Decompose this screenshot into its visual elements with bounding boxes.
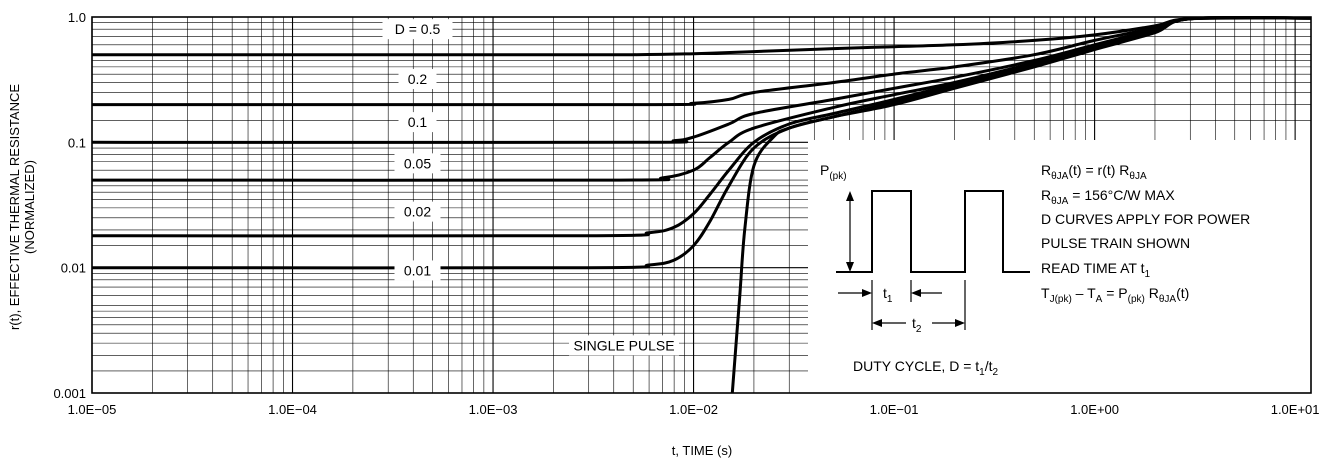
inset-notes: RθJA(t) = r(t) RθJA RθJA = 156°C/W MAX D… — [1041, 162, 1250, 305]
note-rthja-max: RθJA = 156°C/W MAX — [1041, 187, 1175, 207]
t2-arrow-left — [872, 319, 882, 327]
plot-frame — [91, 16, 1312, 394]
curve-label-group: D = 0.5 0.2 0.1 0.05 0.02 0.01 SINGLE PULSE — [382, 19, 680, 356]
curve-label: 0.05 — [404, 155, 431, 171]
ppk-arrow-down — [846, 262, 854, 272]
curve-label-bg — [382, 19, 453, 40]
y-axis-title-line1: r(t), EFFECTIVE THERMAL RESISTANCE — [7, 84, 22, 330]
curve-label-bg — [398, 69, 437, 90]
curve-label-bg — [394, 201, 441, 222]
y-tick-label: 0.1 — [68, 135, 86, 150]
y-axis-title-line2: (NORMALIZED) — [22, 160, 37, 254]
x-axis-title: t, TIME (s) — [672, 443, 732, 458]
curve-label-bg — [398, 112, 437, 133]
t2-arrow-right — [955, 319, 965, 327]
y-tick-labels: 0.001 0.01 0.1 1.0 — [53, 10, 86, 401]
curve-label: 0.2 — [408, 71, 428, 87]
note-rthja-t: RθJA(t) = r(t) RθJA — [1041, 162, 1147, 182]
curve-label: D = 0.5 — [395, 21, 441, 37]
curve-label: SINGLE PULSE — [573, 337, 674, 353]
y-tick-label: 1.0 — [68, 10, 86, 25]
curve-d-0-5 — [92, 16, 1312, 57]
y-tick-label: 0.001 — [53, 386, 86, 401]
curve-label-bg — [569, 335, 680, 356]
t1-arrow-right — [911, 289, 921, 297]
curve-group — [91, 15, 1312, 394]
curve-label-bg — [394, 153, 441, 174]
duty-cycle-formula: DUTY CYCLE, D = t1/t2 — [853, 358, 999, 378]
x-tick-label: 1.0E−04 — [268, 402, 317, 417]
x-tick-label: 1.0E−01 — [870, 402, 919, 417]
t2-label: t2 — [912, 315, 922, 335]
x-tick-label: 1.0E+00 — [1070, 402, 1119, 417]
t1-arrow-left — [862, 289, 872, 297]
note-read-time: READ TIME AT t1 — [1041, 260, 1150, 280]
curve-label: 0.01 — [404, 262, 431, 278]
curve-label-bg — [394, 260, 441, 281]
y-tick-label: 0.01 — [61, 261, 86, 276]
note-d-curves: D CURVES APPLY FOR POWER — [1041, 211, 1250, 227]
note-tj-equation: TJ(pk) – TA = P(pk) RθJA(t) — [1041, 285, 1189, 305]
x-tick-labels: 1.0E−05 1.0E−04 1.0E−03 1.0E−02 1.0E−01 1.0E+… — [68, 402, 1320, 417]
t1-label: t1 — [883, 285, 893, 305]
note-pulse-train: PULSE TRAIN SHOWN — [1041, 235, 1190, 251]
x-tick-label: 1.0E+01 — [1271, 402, 1320, 417]
curve-label: 0.1 — [408, 114, 428, 130]
curve-single-pulse — [730, 15, 1312, 394]
pulse-waveform — [836, 190, 1030, 273]
x-tick-label: 1.0E−02 — [669, 402, 718, 417]
inset-panel — [808, 140, 1311, 393]
pulse-train-diagram: P(pk) t1 t2 DUTY CYCLE, D = t1/t2 — [820, 162, 1030, 378]
ppk-arrow-up — [846, 191, 854, 201]
x-tick-label: 1.0E−03 — [469, 402, 518, 417]
ppk-label: P(pk) — [820, 162, 847, 182]
x-tick-label: 1.0E−05 — [68, 402, 117, 417]
curve-label: 0.02 — [404, 204, 431, 220]
curve-0-1 — [91, 16, 1312, 144]
